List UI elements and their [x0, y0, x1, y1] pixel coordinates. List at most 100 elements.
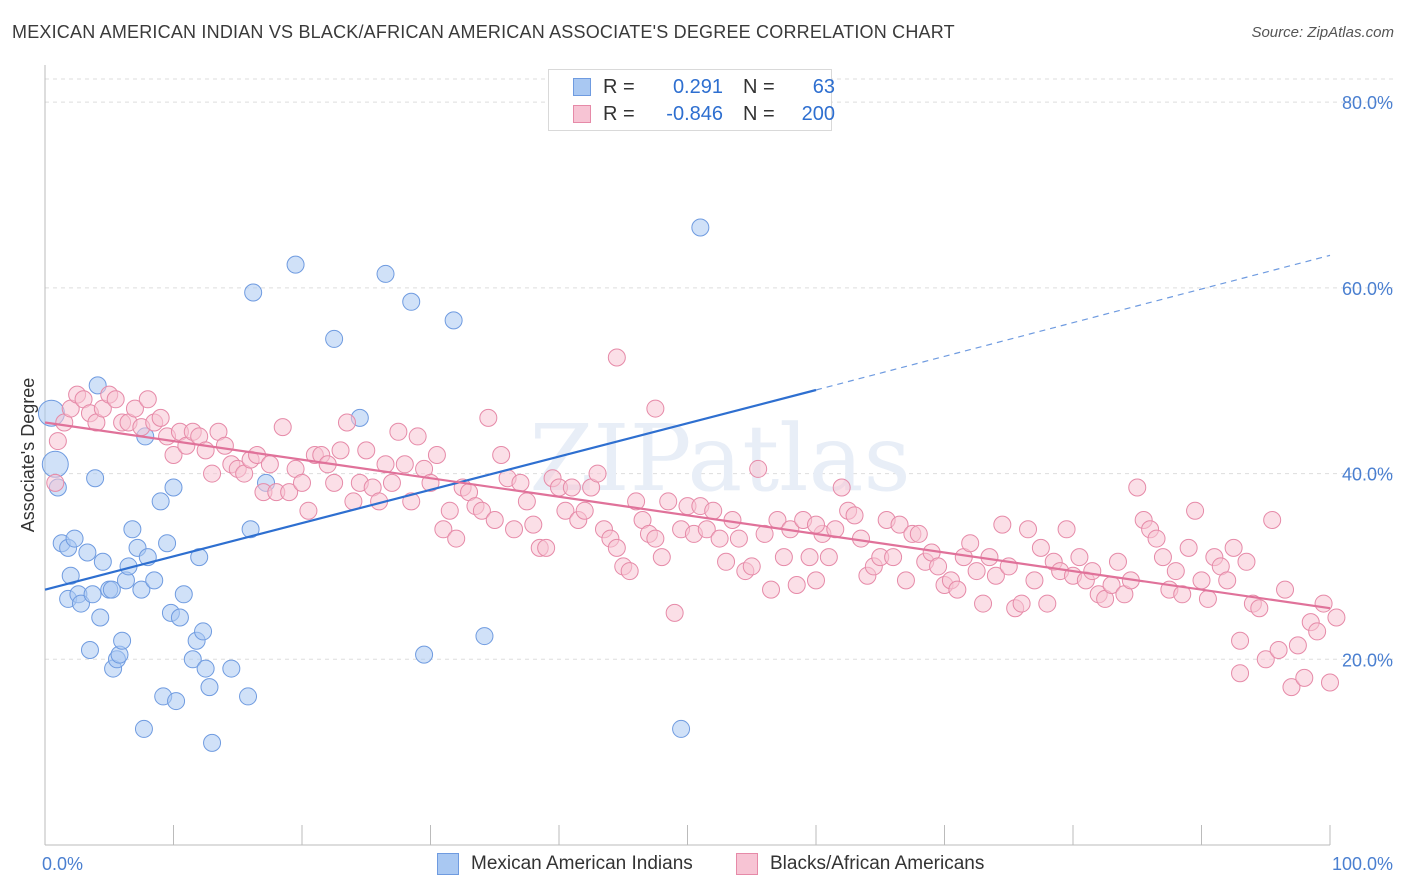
y-axis-label: Associate's Degree: [18, 378, 38, 533]
data-point-blue: [151, 492, 170, 511]
data-point-pink: [203, 464, 222, 483]
grid-lines: [45, 78, 1393, 660]
data-point-blue: [123, 520, 142, 539]
data-point-pink: [1250, 599, 1269, 618]
data-point-pink: [1288, 636, 1307, 655]
data-point-blue: [325, 329, 344, 348]
data-point-blue: [244, 283, 263, 302]
trend-line-blue: [44, 388, 817, 591]
data-point-pink: [1263, 511, 1282, 529]
data-point-pink: [389, 422, 408, 441]
data-point-pink: [884, 548, 903, 567]
data-point-pink: [1153, 548, 1172, 567]
data-point-pink: [832, 478, 851, 497]
data-point-blue: [113, 631, 132, 650]
data-point-pink: [974, 594, 993, 613]
data-point-pink: [697, 520, 716, 539]
data-point-pink: [607, 348, 626, 367]
data-point-pink: [485, 511, 504, 529]
data-point-blue: [415, 645, 434, 664]
data-point-blue: [200, 678, 219, 697]
data-point-pink: [1128, 478, 1147, 497]
data-point-pink: [46, 473, 65, 492]
data-point-pink: [151, 408, 170, 427]
data-point-blue: [691, 218, 710, 237]
legend-n-value: 63: [812, 75, 835, 98]
data-point-pink: [1108, 552, 1127, 571]
data-point-pink: [774, 548, 793, 567]
data-point-pink: [511, 473, 530, 492]
data-point-pink: [293, 473, 311, 492]
data-point-blue: [402, 292, 421, 311]
data-point-blue: [158, 534, 177, 553]
data-point-pink: [537, 538, 556, 557]
stats-legend: R = 0.291 N = 63 R = -0.846 N = 200: [548, 69, 835, 131]
data-point-pink: [762, 580, 781, 599]
data-point-blue: [194, 622, 213, 641]
data-point-pink: [492, 446, 511, 464]
data-point-blue: [196, 659, 215, 678]
data-point-pink: [164, 446, 183, 464]
data-point-pink: [1218, 571, 1237, 590]
data-point-pink: [1295, 668, 1314, 687]
data-point-pink: [524, 515, 543, 534]
data-point-pink: [710, 529, 729, 548]
x-tick-label: 0.0%: [42, 854, 83, 874]
data-point-pink: [588, 464, 607, 483]
legend-n-label: N =: [743, 75, 775, 98]
data-point-blue: [376, 264, 395, 283]
chart-title: MEXICAN AMERICAN INDIAN VS BLACK/AFRICAN…: [12, 22, 955, 42]
data-point-pink: [967, 562, 986, 581]
data-point-blue: [83, 585, 102, 604]
data-point-pink: [659, 492, 678, 511]
data-point-pink: [749, 459, 768, 478]
data-point-blue: [286, 255, 305, 274]
legend-swatch-pink: [573, 105, 591, 123]
data-point-blue: [164, 478, 183, 497]
data-point-pink: [215, 436, 234, 455]
data-point-pink: [1231, 631, 1250, 650]
data-point-pink: [273, 418, 292, 437]
data-point-pink: [479, 408, 498, 427]
data-point-pink: [704, 501, 723, 520]
data-point-pink: [1083, 562, 1102, 581]
data-point-pink: [1269, 641, 1288, 659]
data-point-pink: [337, 413, 356, 432]
data-point-pink: [575, 501, 594, 520]
bottom-legend-label-pink: Blacks/African Americans: [770, 853, 985, 874]
data-point-blue: [80, 641, 99, 659]
data-point-pink: [961, 534, 980, 553]
data-point-pink: [807, 515, 825, 534]
data-point-pink: [1038, 594, 1057, 613]
data-point-blue: [145, 571, 164, 590]
data-point-pink: [845, 506, 864, 525]
x-tick-label: 100.0%: [1332, 854, 1393, 874]
data-point-pink: [717, 552, 736, 571]
data-point-blue: [183, 650, 202, 669]
data-point-pink: [620, 562, 639, 581]
data-point-pink: [260, 455, 279, 474]
data-point-blue: [475, 627, 494, 646]
data-point-blue: [65, 529, 84, 548]
data-point-pink: [1256, 650, 1275, 669]
data-point-pink: [299, 501, 318, 520]
data-point-pink: [1070, 548, 1089, 567]
data-point-pink: [819, 548, 838, 567]
legend-r-value: -0.846: [666, 102, 723, 125]
data-point-pink: [280, 483, 299, 502]
data-point-pink: [505, 520, 524, 539]
data-point-pink: [993, 515, 1012, 534]
data-point-pink: [1282, 678, 1301, 697]
legend-n-label: N =: [743, 102, 775, 125]
data-point-pink: [382, 473, 401, 492]
data-point-pink: [1012, 594, 1031, 613]
data-point-pink: [402, 492, 421, 511]
data-point-pink: [986, 566, 1005, 585]
data-point-pink: [890, 515, 909, 534]
data-point-pink: [665, 603, 684, 622]
legend-swatch-blue: [573, 78, 591, 96]
data-point-pink: [440, 501, 459, 520]
data-point-pink: [106, 390, 125, 409]
data-point-blue: [167, 692, 186, 711]
